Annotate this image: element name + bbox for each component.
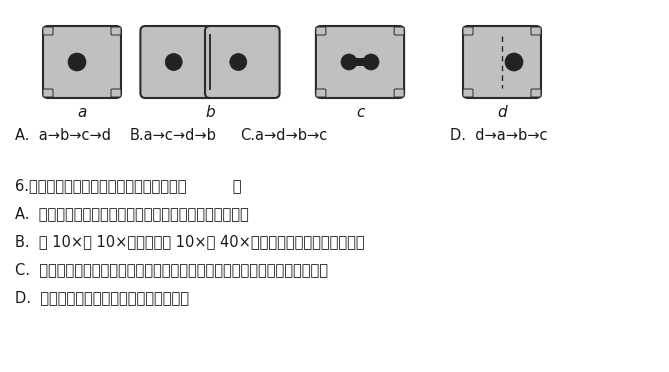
Text: B.a→c→d→b: B.a→c→d→b <box>130 128 217 143</box>
FancyBboxPatch shape <box>43 89 53 97</box>
FancyBboxPatch shape <box>394 27 404 35</box>
Ellipse shape <box>505 53 523 71</box>
FancyBboxPatch shape <box>316 26 404 98</box>
FancyBboxPatch shape <box>316 89 326 97</box>
Text: b: b <box>205 105 215 120</box>
FancyBboxPatch shape <box>531 89 541 97</box>
Text: D.  实验完毕用洁净的纱布擦拭目镜和物镜: D. 实验完毕用洁净的纱布擦拭目镜和物镜 <box>15 290 189 305</box>
Text: A.  a→b→c→d: A. a→b→c→d <box>15 128 111 143</box>
Text: a: a <box>78 105 87 120</box>
FancyBboxPatch shape <box>463 26 541 98</box>
FancyBboxPatch shape <box>205 26 280 98</box>
FancyBboxPatch shape <box>463 27 473 35</box>
FancyBboxPatch shape <box>140 26 215 98</box>
Ellipse shape <box>68 53 86 71</box>
Text: D.  d→a→b→c: D. d→a→b→c <box>450 128 547 143</box>
FancyBboxPatch shape <box>111 89 121 97</box>
Text: d: d <box>497 105 507 120</box>
FancyBboxPatch shape <box>111 27 121 35</box>
FancyBboxPatch shape <box>531 27 541 35</box>
Text: c: c <box>356 105 364 120</box>
FancyBboxPatch shape <box>43 27 53 35</box>
FancyBboxPatch shape <box>463 89 473 97</box>
Text: 6.下列有关显微镜使用的叙述，正确的是（          ）: 6.下列有关显微镜使用的叙述，正确的是（ ） <box>15 178 242 193</box>
FancyBboxPatch shape <box>43 26 121 98</box>
Ellipse shape <box>341 54 357 70</box>
FancyBboxPatch shape <box>394 89 404 97</box>
Text: C.  看到的物像在视野右下方，应把玻片向右下方移动方可将物像移到视野中央: C. 看到的物像在视野右下方，应把玻片向右下方移动方可将物像移到视野中央 <box>15 262 328 277</box>
Ellipse shape <box>165 54 182 71</box>
Text: B.  将 10×和 10×的镜头改为 10×和 40×的镜头后，可看到更多的细胞: B. 将 10×和 10×的镜头改为 10×和 40×的镜头后，可看到更多的细胞 <box>15 234 365 249</box>
Text: C.a→d→b→c: C.a→d→b→c <box>240 128 327 143</box>
Text: A.  逆时针转动粗准焦螺旋使镜筒下降时，眼睛要看着物镜: A. 逆时针转动粗准焦螺旋使镜筒下降时，眼睛要看着物镜 <box>15 206 249 221</box>
FancyBboxPatch shape <box>355 58 365 66</box>
Ellipse shape <box>229 54 247 71</box>
Ellipse shape <box>363 54 379 70</box>
FancyBboxPatch shape <box>316 27 326 35</box>
